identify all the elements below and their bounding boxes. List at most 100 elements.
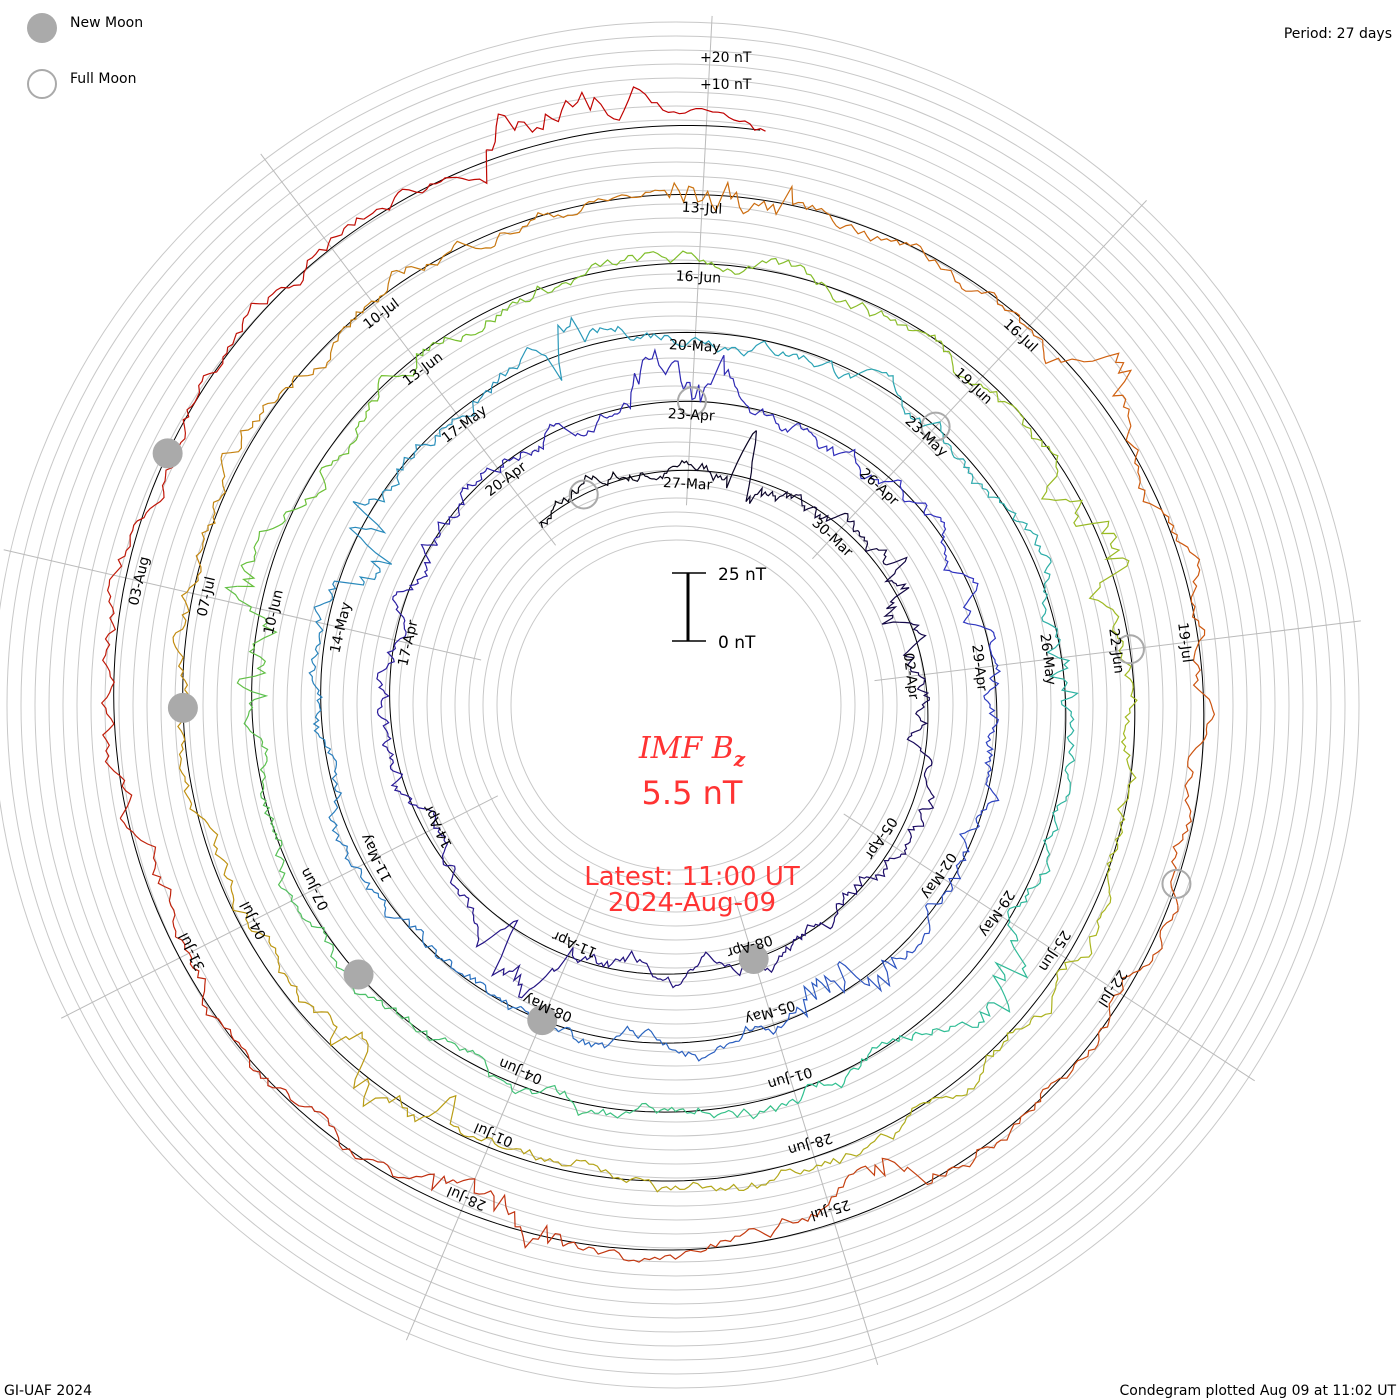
date-label: 02-Apr — [900, 652, 922, 701]
date-label: 04-Jul — [237, 899, 270, 942]
date-label: 26-May — [1036, 633, 1058, 686]
grid-ring — [62, 91, 1290, 1319]
trace-segment — [595, 1025, 680, 1054]
trace-segment — [500, 1078, 592, 1117]
trace-segment — [795, 494, 849, 523]
grid-ring — [426, 455, 926, 955]
trace-segment — [688, 1168, 801, 1192]
grid-ring — [188, 217, 1164, 1193]
legend: New Moon Full Moon — [27, 13, 143, 99]
ring-grid — [0, 21, 1360, 1389]
trace-segment — [835, 224, 946, 271]
trace-segment — [931, 1109, 1035, 1183]
date-label: 17-Apr — [395, 618, 421, 667]
trace-segment — [1187, 660, 1216, 782]
date-label: 13-Jul — [681, 200, 722, 218]
full-moon-marker — [1114, 634, 1145, 665]
date-label: 20-Apr — [483, 459, 530, 500]
trace-segment — [259, 788, 286, 889]
trace-segment — [901, 1055, 987, 1127]
moon-markers — [152, 386, 1192, 1036]
trace-segment — [881, 556, 910, 625]
trace-segment — [232, 909, 300, 1002]
trace-segment — [100, 687, 133, 819]
trace-segment — [801, 892, 849, 937]
ring-label-10: +10 nT — [700, 77, 752, 93]
grid-spoke — [733, 896, 879, 1365]
trace-segment — [392, 544, 438, 604]
trace-segment — [871, 478, 942, 519]
trace-segment — [599, 347, 673, 419]
trace-segment — [386, 240, 496, 291]
trace-segment — [335, 834, 387, 909]
date-label: 28-Jul — [445, 1183, 489, 1214]
period-label: Period: 27 days — [1284, 26, 1392, 42]
date-label: 14-Apr — [420, 802, 456, 851]
trace-segment — [745, 430, 797, 504]
trace-segment — [1056, 877, 1112, 974]
date-label: 26-Apr — [856, 466, 901, 510]
grid-ring — [90, 119, 1262, 1291]
trace-segment — [1125, 425, 1178, 541]
zero-baseline-spiral — [113, 125, 1205, 1251]
trace-segment — [240, 1046, 337, 1133]
trace-segment — [986, 489, 1052, 563]
trace-segment — [237, 504, 307, 588]
trace-segment — [781, 1058, 867, 1107]
grid-ring — [286, 315, 1066, 1095]
trace-segment — [634, 459, 690, 483]
trace-segment — [989, 391, 1059, 471]
trace-segment — [1034, 1010, 1111, 1110]
trace-segment — [450, 961, 521, 1011]
latest-time: Latest: 11:00 UT — [584, 862, 800, 892]
date-label: 22-Jun — [1105, 627, 1126, 674]
new-moon-marker — [738, 944, 769, 975]
grid-ring — [356, 385, 996, 1025]
trace-segment — [533, 947, 618, 988]
trace-segment — [1108, 905, 1179, 1011]
trace-segment — [678, 1025, 759, 1062]
grid-ring — [48, 77, 1304, 1333]
trace-segment — [499, 316, 586, 381]
scale-top-label: 25 nT — [718, 565, 767, 585]
grid-ring — [20, 49, 1332, 1361]
grid-ring — [468, 497, 884, 913]
trace-segment — [715, 257, 817, 285]
trace-segment — [810, 1157, 933, 1218]
trace-segment — [382, 744, 419, 808]
date-labels: 27-Mar30-Mar02-Apr05-Apr08-Apr11-Apr14-A… — [126, 200, 1195, 1224]
grid-spoke — [874, 620, 1361, 682]
trace-segment — [1007, 845, 1051, 942]
scale-bottom-label: 0 nT — [718, 633, 756, 653]
trace-segment — [688, 430, 757, 489]
trace-segment — [908, 329, 991, 393]
trace-segment — [308, 662, 331, 750]
trace-segment — [617, 950, 682, 989]
trace-segment — [1041, 561, 1061, 659]
grid-spoke — [3, 549, 482, 661]
grid-ring — [76, 105, 1276, 1305]
new-moon-marker — [527, 1005, 558, 1036]
trace-segment — [348, 498, 393, 586]
trace-segment — [590, 1102, 688, 1119]
grid-ring — [412, 441, 940, 969]
trace-segment — [674, 336, 765, 357]
full-moon-icon — [27, 69, 57, 99]
trace-segment — [680, 951, 745, 985]
date-label: 14-May — [327, 601, 354, 655]
trace-segment — [220, 375, 308, 459]
trace-segment — [562, 1241, 691, 1263]
trace-segment — [362, 1094, 474, 1138]
trace-segment — [449, 864, 479, 937]
trace-segment — [310, 580, 350, 664]
trace-segment — [848, 368, 922, 427]
grid-ring — [258, 287, 1094, 1123]
ring-label-20: +20 nT — [700, 50, 752, 66]
trace-segment — [603, 181, 723, 213]
latest-date: 2024-Aug-09 — [608, 888, 776, 918]
full-moon-marker — [676, 386, 707, 417]
grid-ring — [342, 371, 1010, 1039]
full-moon-marker — [568, 479, 599, 510]
date-label: 01-Jul — [472, 1119, 516, 1150]
